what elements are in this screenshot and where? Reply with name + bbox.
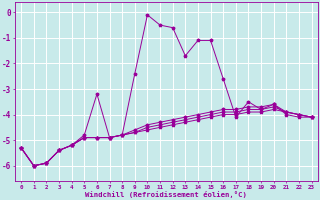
X-axis label: Windchill (Refroidissement éolien,°C): Windchill (Refroidissement éolien,°C) [85, 191, 247, 198]
